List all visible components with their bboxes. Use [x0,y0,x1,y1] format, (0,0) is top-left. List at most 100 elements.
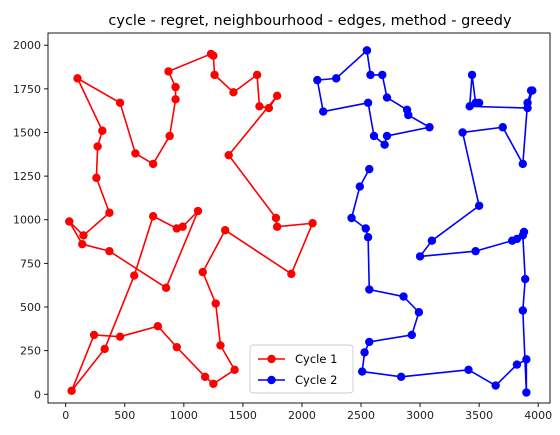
data-point [522,355,531,364]
data-point [467,70,477,80]
data-point [521,274,530,284]
y-tick-label: 2000 [13,39,41,52]
data-point [464,365,473,375]
data-point [252,70,262,80]
data-point [382,131,392,141]
data-point [206,49,216,59]
data-point [209,379,218,388]
x-tick-label: 3000 [406,409,434,422]
data-point [230,365,239,375]
data-point [272,91,282,101]
y-tick-label: 500 [20,301,41,314]
data-point [365,337,374,347]
data-point [380,140,389,149]
data-point [115,332,125,341]
x-tick-label: 1500 [229,409,257,422]
data-point [407,330,416,340]
data-point [78,239,87,249]
x-tick-label: 3500 [465,409,493,422]
plot-frame [47,32,551,404]
data-point [105,208,114,217]
data-point [319,107,328,116]
data-point [100,344,109,354]
data-point [471,246,480,256]
data-point [272,222,282,231]
data-point [361,224,370,233]
data-point [414,308,424,317]
data-point [518,306,528,315]
data-point [365,285,374,294]
data-point [200,372,210,382]
data-point [458,128,467,137]
legend-box [249,344,354,394]
data-point [347,213,356,223]
data-point [491,381,500,390]
data-point [508,236,517,245]
legend-swatch-marker [267,354,276,364]
x-tick-label: 4000 [524,409,552,422]
y-tick-label: 1250 [13,170,41,183]
data-point [313,75,322,85]
legend-label: Cycle 2 [295,373,337,387]
data-point [365,164,374,174]
data-point [148,159,158,169]
data-point [229,88,238,97]
data-point [148,212,158,221]
data-point [224,150,233,160]
x-axis: 0 500 1000 1500 2000 2500 3000 3500 4000 [62,403,552,422]
y-tick-label: 1750 [13,83,41,96]
data-point [178,222,187,231]
data-point [115,98,125,108]
data-point [528,86,537,95]
series-line-1 [68,53,314,392]
data-point [271,213,281,223]
data-point [98,126,107,135]
data-point [366,70,375,80]
data-point [193,206,203,216]
x-tick-label: 2000 [288,409,316,422]
series-line-2 [316,49,431,146]
data-point [79,231,88,240]
legend-label: Cycle 1 [295,352,337,366]
data-point [522,388,531,397]
data-point [171,82,180,92]
x-tick-label: 500 [114,409,135,422]
y-tick-label: 750 [20,257,41,270]
x-tick-label: 1000 [170,409,198,422]
data-point [308,219,317,228]
data-point [216,341,225,350]
data-point [65,217,74,226]
legend-swatch-marker [267,375,276,385]
data-point [172,342,181,352]
data-point [164,67,173,76]
data-point [369,131,379,141]
data-point [512,360,522,369]
data-point [211,299,220,308]
data-point [198,267,207,277]
data-point [415,252,425,261]
data-point [474,201,484,210]
data-point [357,367,367,376]
data-point [165,131,174,141]
data-point [153,322,163,331]
data-point [67,386,76,395]
data-point [171,95,180,104]
data-point [362,46,372,55]
data-point [93,142,102,151]
y-axis: 0 250 500 750 1000 1250 1500 1750 2000 [13,39,48,401]
legend: Cycle 1 Cycle 2 [249,344,354,394]
data-point [92,173,101,183]
data-point [498,123,507,132]
data-point [382,93,392,102]
data-point [378,70,387,80]
data-point [355,182,365,191]
y-tick-label: 1000 [13,214,41,227]
data-point [130,271,139,280]
data-point [332,74,341,83]
y-tick-label: 250 [20,345,41,358]
data-point [131,149,140,158]
data-point [518,159,528,169]
plot-area [47,32,551,404]
data-point [399,292,408,301]
data-point [396,372,406,382]
